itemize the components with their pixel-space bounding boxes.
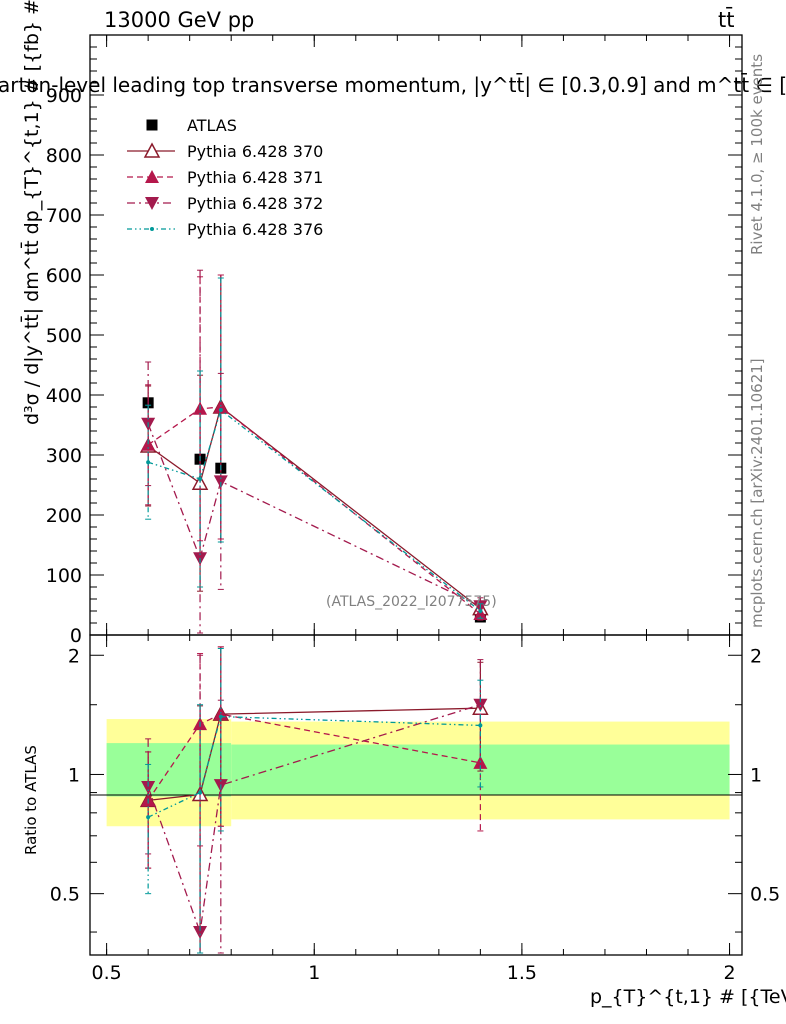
data-point-4 (218, 714, 223, 719)
y-tick-label: 100 (46, 565, 82, 587)
y-tick-label: 200 (46, 505, 82, 527)
data-point-4 (146, 815, 151, 820)
data-point-2 (141, 437, 156, 451)
data-point-4 (198, 790, 203, 795)
y-axis-label: d³σ / d|y^tt̄| dm^tt̄ dp_{T}^{t,1} # [{f… (19, 0, 43, 425)
rivet-label: Rivet 4.1.0, ≥ 100k events (748, 54, 766, 255)
y-tick-label: 800 (46, 145, 82, 167)
data-point-3 (213, 475, 228, 489)
legend-marker (150, 227, 154, 231)
x-tick-label: 1 (308, 962, 320, 984)
y-tick-label: 900 (46, 85, 82, 107)
ratio-tick-label-right: 1 (750, 764, 762, 786)
legend-marker (145, 170, 159, 183)
data-point-3 (193, 926, 208, 940)
y-tick-label: 400 (46, 385, 82, 407)
legend-label: Pythia 6.428 376 (187, 220, 323, 239)
ratio-tick-label-left: 1 (68, 764, 80, 786)
series-line-2 (147, 713, 481, 801)
series-line-1 (148, 707, 481, 802)
legend-label: Pythia 6.428 371 (187, 168, 323, 187)
chart-title: arton-level leading top transverse momen… (0, 72, 786, 97)
legend-marker (145, 197, 159, 210)
y-tick-label: 600 (46, 265, 82, 287)
legend-marker (146, 119, 158, 131)
legend-label: ATLAS (187, 116, 237, 135)
ratio-tick-label-right: 0.5 (750, 884, 780, 906)
x-tick-label: 0.5 (92, 962, 122, 984)
x-tick-label: 1.5 (507, 962, 537, 984)
series-line-1 (147, 405, 481, 610)
legend-marker (143, 142, 161, 158)
y-tick-label: 0 (70, 625, 82, 647)
y-tick-label: 700 (46, 205, 82, 227)
x-tick-label: 2 (723, 962, 735, 984)
series-line-4 (147, 408, 481, 612)
ratio-tick-label-left: 0.5 (50, 884, 80, 906)
data-point-4 (146, 460, 151, 465)
data-point-4 (218, 408, 223, 412)
legend: ATLAS Pythia 6.428 370 Pythia 6.428 371 Pyt… (127, 116, 323, 239)
legend-label: Pythia 6.428 370 (187, 142, 323, 161)
data-point-4 (478, 723, 483, 728)
data-point-3 (141, 780, 156, 794)
data-point-4 (198, 477, 203, 481)
x-axis-label: p_{T}^{t,1} # [{TeV}] (590, 986, 786, 1008)
watermark: (ATLAS_2022_I2077575) (326, 594, 497, 610)
series-line-3 (147, 704, 481, 933)
header-left: 13000 GeV pp (104, 8, 254, 32)
ratio-band-green-0 (106, 743, 232, 797)
ratio-y-axis-label: Ratio to ATLAS (22, 745, 40, 855)
series-line-3 (147, 423, 481, 607)
data-point-2 (473, 607, 488, 620)
data-point-4 (478, 609, 483, 613)
y-tick-label: 500 (46, 325, 82, 347)
y-tick-label: 300 (46, 445, 82, 467)
mcplots-label: mcplots.cern.ch [arXiv:2401.10621] (748, 358, 766, 628)
ratio-tick-label-right: 2 (750, 645, 762, 667)
ratio-tick-label-left: 2 (68, 645, 80, 667)
header-right: tt̄ (718, 7, 734, 32)
legend-label: Pythia 6.428 372 (187, 194, 323, 213)
